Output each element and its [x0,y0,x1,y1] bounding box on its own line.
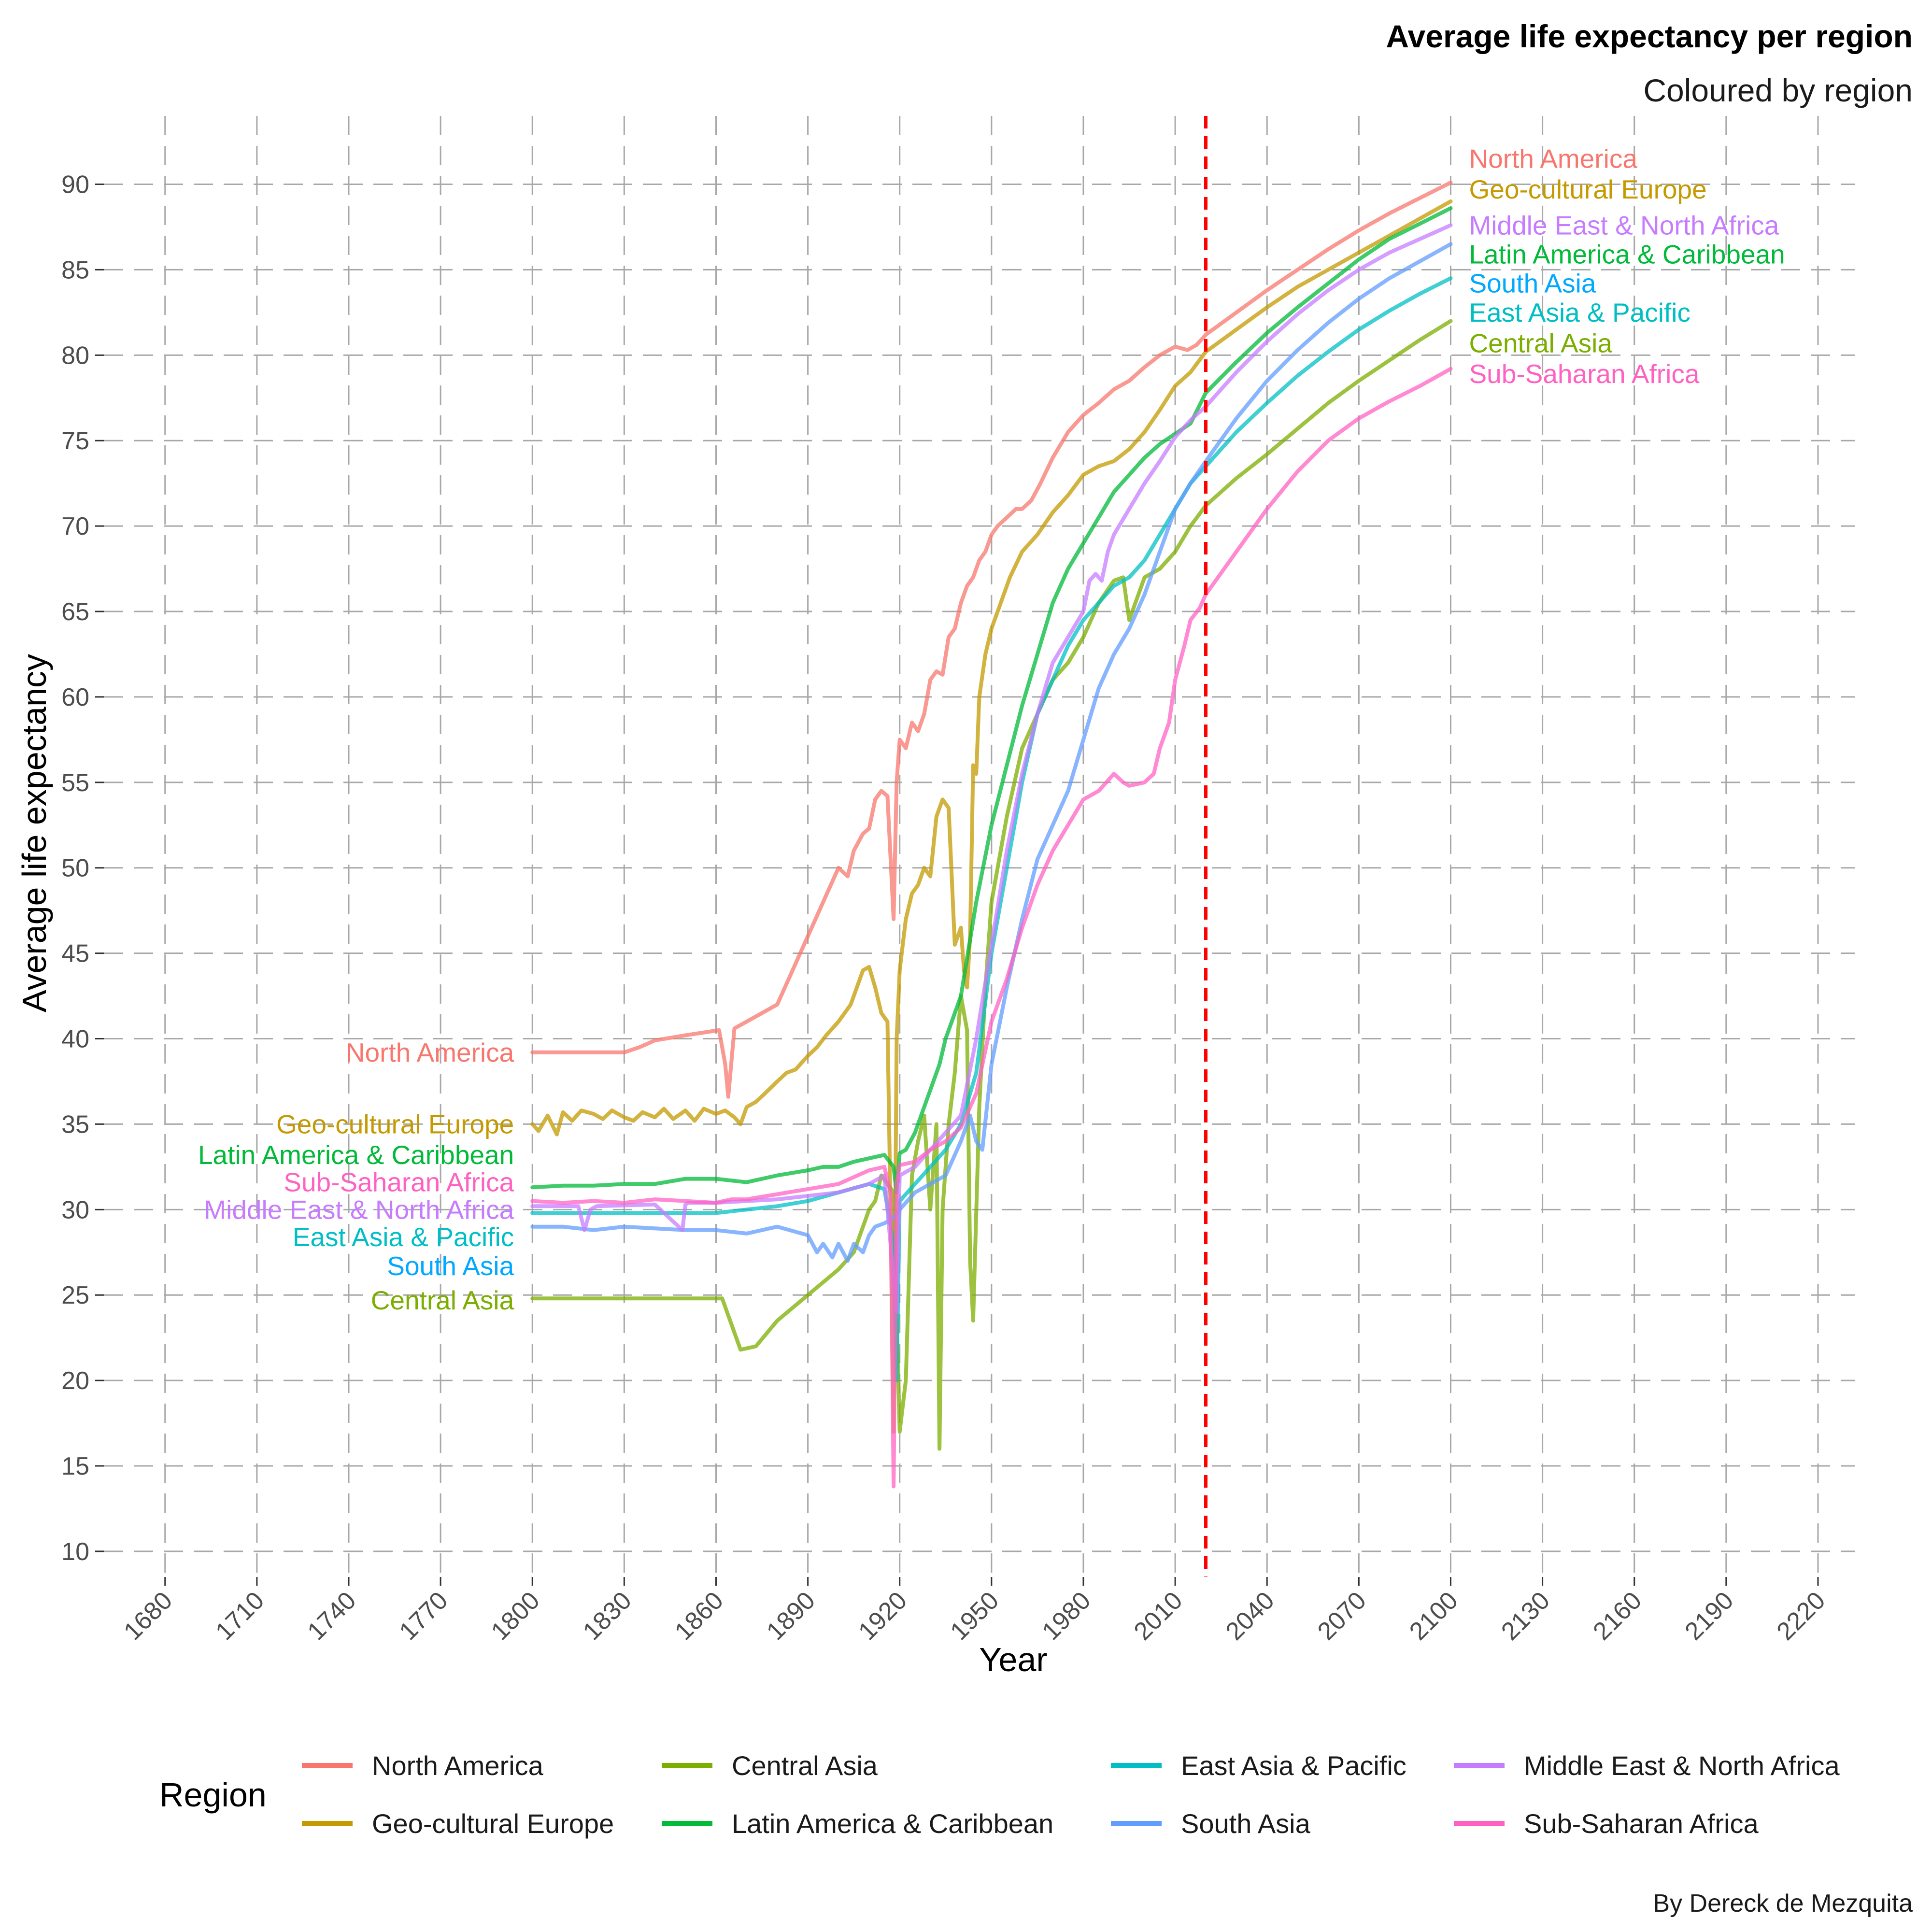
y-tick-label: 75 [61,427,89,455]
y-tick-label: 10 [61,1538,89,1566]
x-tick-label: 1830 [578,1586,637,1646]
x-tick-label: 2040 [1221,1586,1280,1646]
x-tick-label: 2010 [1129,1586,1188,1646]
y-axis-title: Average life expectancy [15,654,53,1012]
start-label-sub-saharan-africa: Sub-Saharan Africa [284,1167,514,1197]
y-axis-ticks: 10 15 20 25 30 35 40 45 50 55 60 65 70 75 80 85 90 [61,171,104,1566]
end-label-geo-cultural-europe: Geo-cultural Europe [1469,174,1706,204]
series-line-central-asia [530,319,1453,1451]
start-label-north-america: North America [346,1037,514,1067]
x-tick-label: 1680 [118,1586,178,1646]
x-tick-label: 2220 [1772,1586,1831,1646]
series-lines [530,181,1453,1489]
x-tick-label: 1950 [945,1586,1005,1646]
end-label-middle-east-and-north-africa: Middle East & North Africa [1469,210,1779,240]
end-label-sub-saharan-africa: Sub-Saharan Africa [1469,359,1699,389]
y-tick-label: 85 [61,256,89,284]
chart-title: Average life expectancy per region [1386,18,1913,54]
y-tick-label: 90 [61,171,89,199]
x-tick-label: 2160 [1588,1586,1647,1646]
x-axis-title: Year [979,1641,1047,1678]
start-label-central-asia: Central Asia [371,1285,514,1315]
start-label-south-asia: South Asia [387,1251,514,1281]
x-tick-label: 2130 [1496,1586,1555,1646]
series-line-north-america [530,181,1453,1099]
end-label-latin-america-and-caribbean: Latin America & Caribbean [1469,240,1785,270]
x-axis-ticks: 1680 1710 1740 1770 1800 1830 1860 1890 1920 1950… [118,1577,1831,1646]
end-label-north-america: North America [1469,143,1637,173]
series-line-latin-america-and-caribbean [530,206,1453,1194]
start-label-geo-cultural-europe: Geo-cultural Europe [276,1109,514,1139]
x-tick-label: 1920 [853,1586,912,1646]
legend-label-north-america: North America [372,1750,544,1781]
x-tick-label: 2100 [1404,1586,1463,1646]
end-label-central-asia: Central Asia [1469,328,1612,358]
legend-label-south-asia: South Asia [1181,1808,1311,1839]
y-tick-label: 20 [61,1367,89,1395]
y-tick-label: 50 [61,854,89,882]
y-tick-label: 25 [61,1281,89,1309]
y-tick-label: 60 [61,683,89,711]
y-tick-label: 80 [61,341,89,369]
x-tick-label: 1740 [302,1586,362,1646]
y-tick-label: 65 [61,598,89,626]
y-tick-label: 15 [61,1452,89,1480]
y-tick-label: 45 [61,940,89,968]
start-label-east-asia-and-pacific: East Asia & Pacific [293,1222,514,1252]
legend-label-sub-saharan-africa: Sub-Saharan Africa [1524,1808,1759,1839]
legend-title: Region [159,1776,267,1814]
x-tick-label: 1770 [394,1586,454,1646]
y-tick-label: 70 [61,512,89,540]
x-tick-label: 2070 [1312,1586,1372,1646]
x-tick-label: 1890 [761,1586,821,1646]
x-tick-label: 1860 [669,1586,729,1646]
legend-label-middle-east-and-north-africa: Middle East & North Africa [1524,1750,1840,1781]
legend-label-central-asia: Central Asia [732,1750,878,1781]
start-label-middle-east-and-north-africa: Middle East & North Africa [204,1194,514,1224]
series-line-south-asia [530,242,1453,1263]
x-tick-label: 1980 [1037,1586,1096,1646]
y-tick-label: 35 [61,1110,89,1138]
y-tick-label: 30 [61,1196,89,1224]
legend-label-latin-america-and-caribbean: Latin America & Caribbean [732,1808,1053,1839]
y-tick-label: 40 [61,1025,89,1053]
end-label-east-asia-and-pacific: East Asia & Pacific [1469,298,1690,327]
x-tick-label: 1710 [211,1586,270,1646]
x-tick-label: 1800 [486,1586,545,1646]
start-label-latin-america-and-caribbean: Latin America & Caribbean [198,1140,514,1170]
grid-lines [104,116,1855,1577]
chart-caption: By Dereck de Mezquita [1653,1889,1913,1918]
legend-label-geo-cultural-europe: Geo-cultural Europe [372,1808,614,1839]
legend-label-east-asia-and-pacific: East Asia & Pacific [1181,1750,1406,1781]
y-tick-label: 55 [61,769,89,797]
chart-subtitle: Coloured by region [1643,72,1913,108]
series-line-sub-saharan-africa [530,367,1453,1489]
end-label-south-asia: South Asia [1469,269,1596,298]
legend: Region North America Central Asia East Asi… [159,1750,1840,1839]
x-tick-label: 2190 [1679,1586,1739,1646]
